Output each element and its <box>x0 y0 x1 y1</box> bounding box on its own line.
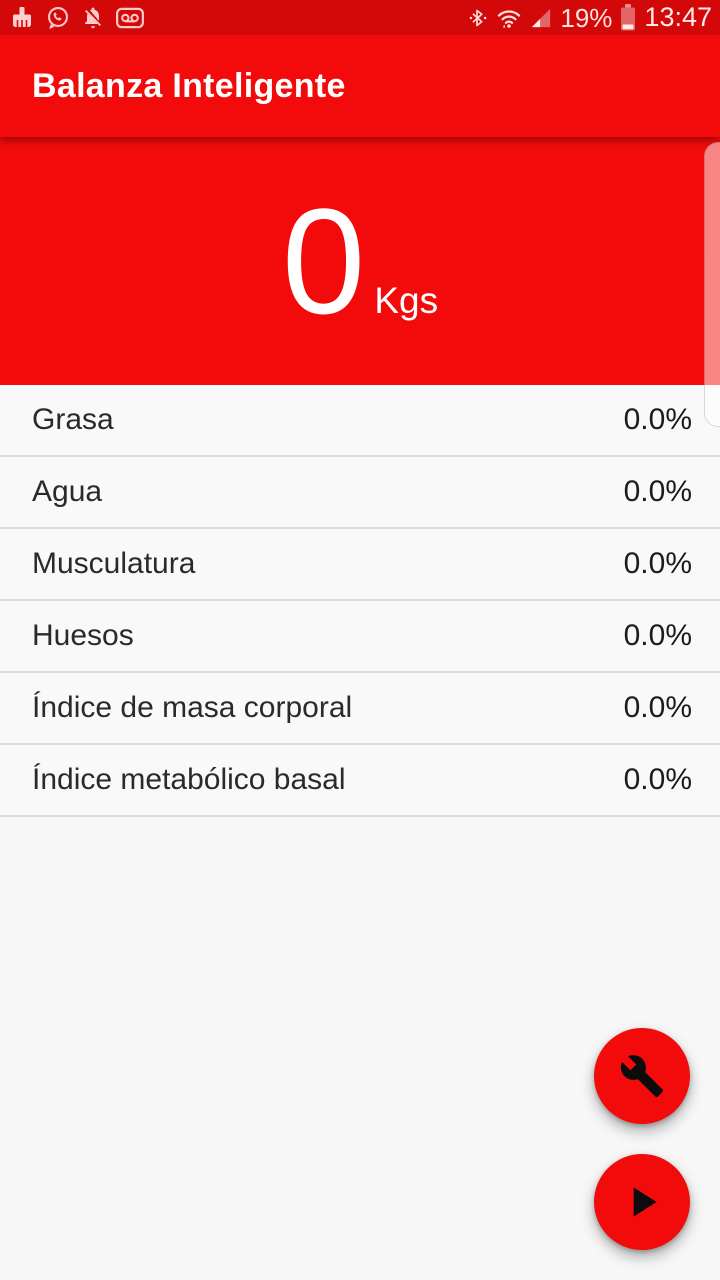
metric-label: Musculatura <box>32 547 196 580</box>
metric-label: Índice de masa corporal <box>32 691 353 724</box>
weight-value: 0 <box>281 177 366 345</box>
status-bar-system-icons: 19% 13:47 <box>468 4 712 31</box>
start-measure-fab[interactable] <box>594 1154 690 1250</box>
wrench-icon <box>620 1055 664 1098</box>
notifications-muted-icon <box>85 7 101 28</box>
whatsapp-icon <box>48 6 69 29</box>
weight-panel: 0 Kgs <box>0 137 720 385</box>
metric-value: 0.0% <box>623 403 692 436</box>
list-item: Agua 0.0% <box>0 457 720 529</box>
metric-value: 0.0% <box>623 547 692 580</box>
metric-label: Agua <box>32 475 103 508</box>
battery-icon <box>621 4 636 31</box>
voicemail-icon <box>116 7 144 28</box>
metric-label: Huesos <box>32 619 134 652</box>
weight-unit: Kgs <box>374 280 439 321</box>
cell-signal-icon <box>532 8 551 27</box>
list-item: Grasa 0.0% <box>0 385 720 457</box>
list-item: Índice metabólico basal 0.0% <box>0 745 720 817</box>
metric-label: Índice metabólico basal <box>32 763 346 796</box>
settings-fab[interactable] <box>594 1028 690 1124</box>
play-icon <box>633 1187 657 1217</box>
metric-value: 0.0% <box>623 763 692 796</box>
battery-percent: 19% <box>560 2 613 33</box>
metrics-list: Grasa 0.0% Agua 0.0% Musculatura 0.0% Hu… <box>0 385 720 817</box>
app-bar: Balanza Inteligente <box>0 35 720 137</box>
edge-panel-handle[interactable] <box>704 142 720 427</box>
wifi-icon <box>498 9 521 28</box>
list-item: Musculatura 0.0% <box>0 529 720 601</box>
list-item: Huesos 0.0% <box>0 601 720 673</box>
bluetooth-icon <box>470 9 487 26</box>
metric-value: 0.0% <box>623 475 692 508</box>
metric-value: 0.0% <box>623 691 692 724</box>
weight-readout: 0 Kgs <box>282 186 438 336</box>
clock: 13:47 <box>644 2 712 32</box>
cleaner-notification-icon <box>13 6 31 27</box>
metric-value: 0.0% <box>623 619 692 652</box>
status-bar-notification-icons <box>10 5 144 30</box>
metric-label: Grasa <box>32 403 114 436</box>
page-title: Balanza Inteligente <box>32 66 346 105</box>
list-item: Índice de masa corporal 0.0% <box>0 673 720 745</box>
status-bar[interactable]: 19% 13:47 <box>0 0 720 35</box>
